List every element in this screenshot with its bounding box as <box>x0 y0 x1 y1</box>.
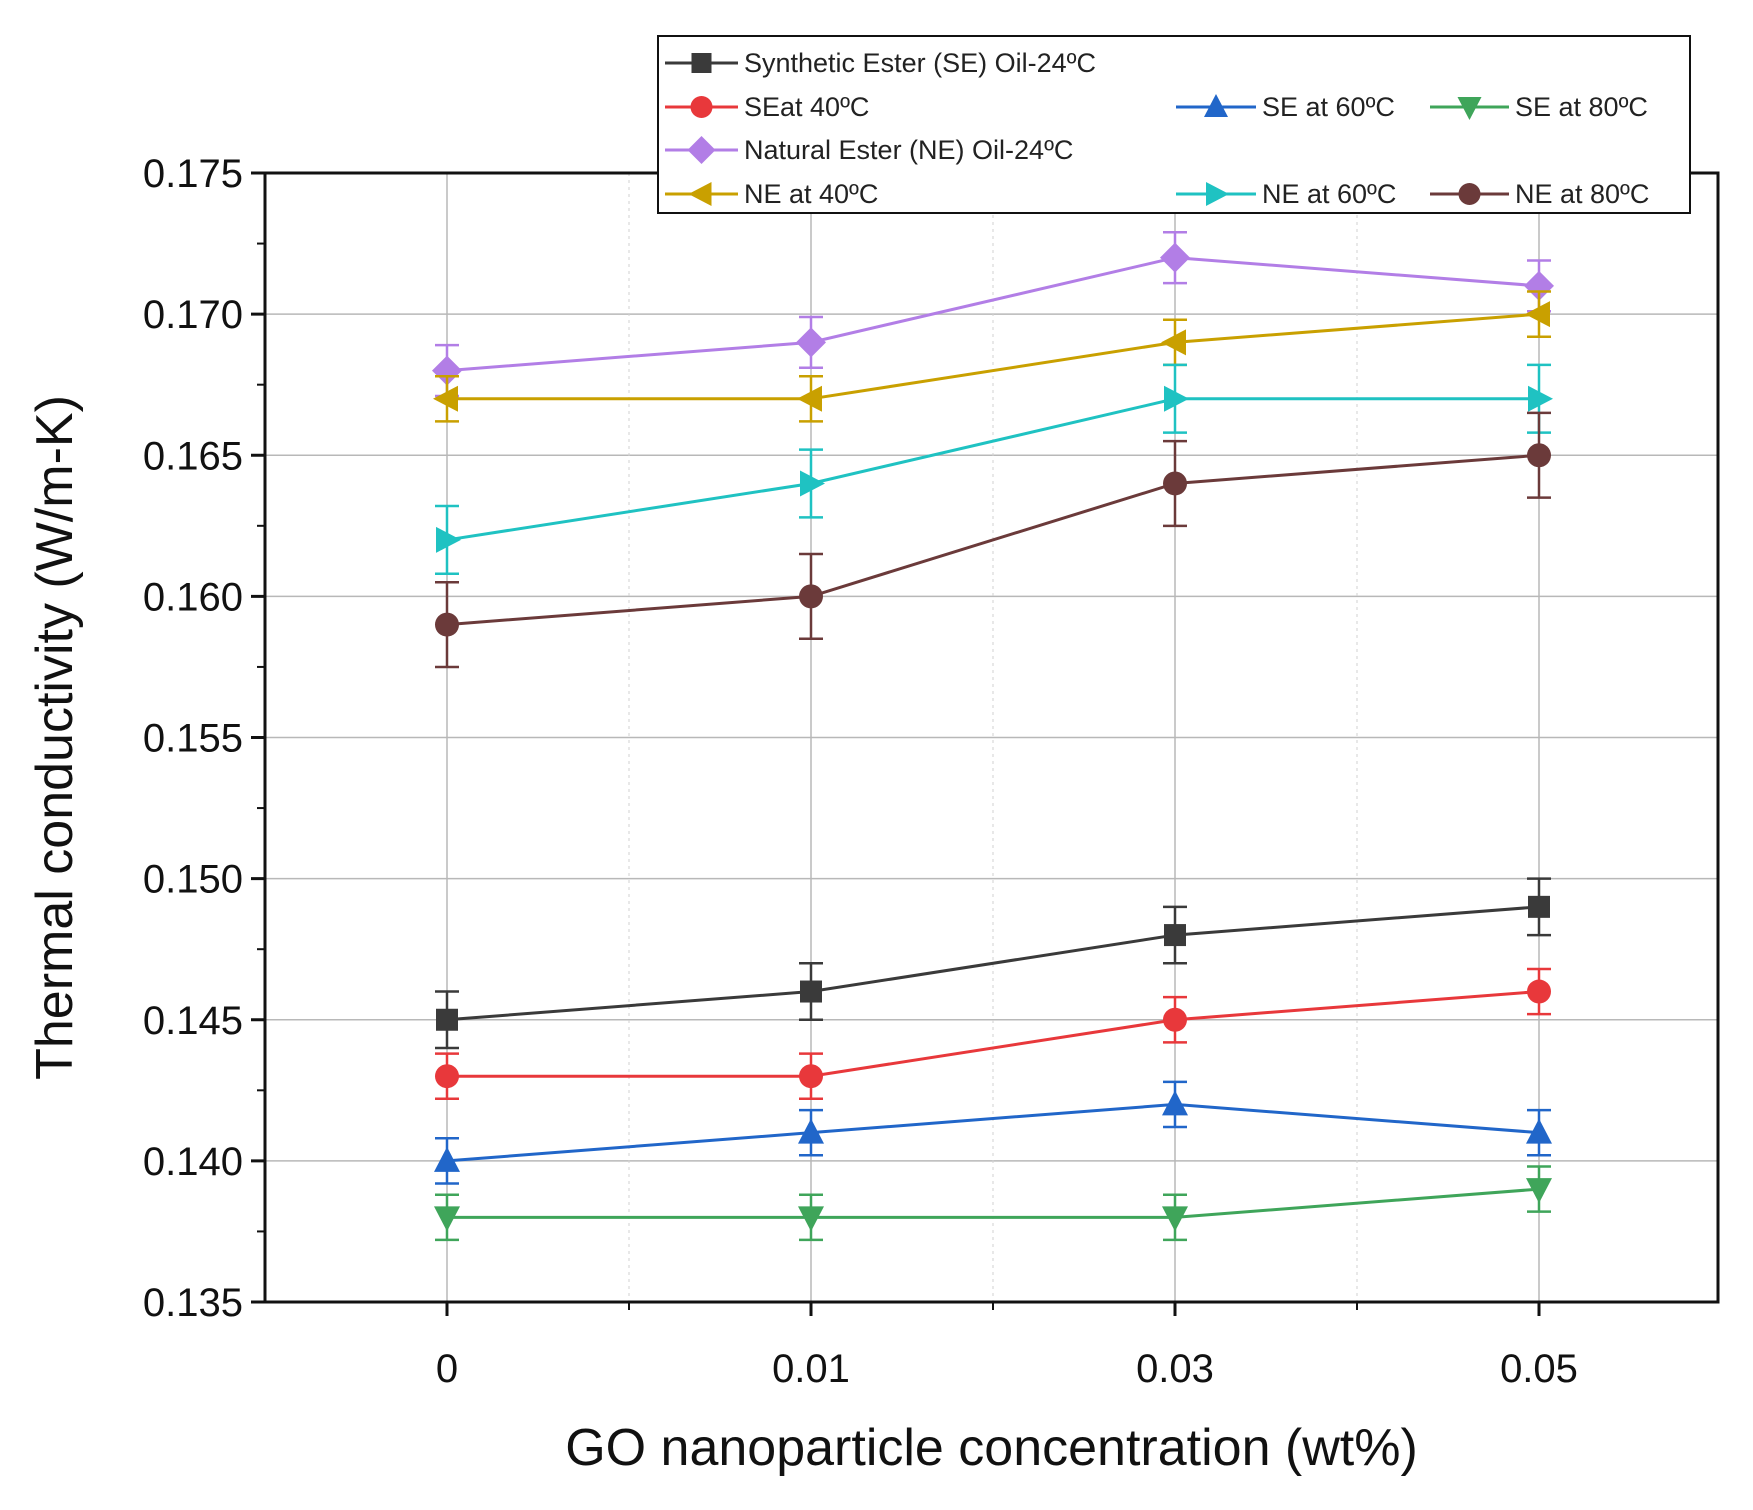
marker-diamond <box>1524 270 1554 301</box>
series-1 <box>435 967 1551 1101</box>
marker-circle <box>435 612 459 637</box>
marker-circle <box>1527 979 1551 1004</box>
legend-item-1: SEat 40ºC <box>665 92 869 122</box>
y-tick-label: 0.140 <box>143 1140 243 1184</box>
series-0 <box>435 877 1551 1050</box>
legend-box <box>657 35 1691 214</box>
legend-item-6: NE at 60ºC <box>1176 179 1396 209</box>
legend-label: Synthetic Ester (SE) Oil-24ºC <box>744 48 1096 78</box>
marker-diamond <box>796 327 826 358</box>
marker-triangle-up <box>1162 1090 1188 1116</box>
x-tick-label: 0.03 <box>1136 1347 1214 1391</box>
y-tick-label: 0.150 <box>143 858 243 902</box>
marker-circle <box>435 1064 459 1089</box>
legend-label: SEat 40ºC <box>744 92 869 122</box>
legend-item-7: NE at 80ºC <box>1430 179 1649 209</box>
x-tick-label: 0 <box>436 1347 458 1391</box>
legend-label: SE at 60ºC <box>1262 92 1395 122</box>
legend-label: Natural Ester (NE) Oil-24ºC <box>744 135 1073 165</box>
y-tick-label: 0.135 <box>143 1281 243 1325</box>
y-tick-label: 0.175 <box>143 152 243 196</box>
marker-triangle-right <box>1164 385 1189 412</box>
marker-square <box>1528 895 1550 918</box>
marker-square <box>1164 924 1186 947</box>
series-7 <box>435 411 1551 669</box>
grid <box>265 173 1718 1302</box>
legend: Synthetic Ester (SE) Oil-24ºC SEat 40ºC SE… <box>657 35 1691 214</box>
marker-circle <box>1458 183 1481 205</box>
marker-diamond <box>687 136 716 164</box>
marker-triangle-left <box>1161 329 1186 356</box>
marker-triangle-left <box>688 182 712 206</box>
x-axis-title: GO nanoparticle concentration (wt%) <box>565 1419 1418 1477</box>
marker-triangle-right <box>800 470 825 497</box>
series-line <box>446 397 1539 542</box>
marker-triangle-right <box>1206 182 1229 206</box>
legend-label: NE at 60ºC <box>1262 179 1396 209</box>
series-3 <box>434 1165 1552 1242</box>
series-6 <box>435 363 1553 576</box>
y-tick-label: 0.160 <box>143 575 243 619</box>
series-2 <box>434 1080 1552 1185</box>
series-5 <box>433 290 1551 423</box>
legend-item-2: SE at 60ºC <box>1176 92 1395 122</box>
marker-square <box>800 980 822 1003</box>
marker-square <box>436 1008 458 1031</box>
y-axis-title: Thermal conductivity (W/m-K) <box>26 395 84 1080</box>
y-tick-label: 0.155 <box>143 717 243 761</box>
series-line <box>447 990 1540 1078</box>
marker-triangle-down <box>1457 97 1482 120</box>
legend-label: NE at 40ºC <box>744 179 878 209</box>
marker-diamond <box>1160 242 1190 273</box>
marker-triangle-left <box>1525 301 1550 328</box>
x-tick-label: 0.01 <box>772 1347 850 1391</box>
series-line <box>446 905 1540 1022</box>
marker-triangle-up <box>434 1146 460 1172</box>
series-line <box>446 256 1540 373</box>
marker-triangle-left <box>433 385 458 412</box>
marker-triangle-down <box>434 1206 460 1232</box>
marker-circle <box>1163 1007 1187 1032</box>
marker-triangle-down <box>1526 1178 1552 1204</box>
marker-square <box>691 53 712 73</box>
marker-triangle-down <box>798 1206 824 1232</box>
marker-triangle-right <box>436 526 461 553</box>
legend-item-3: SE at 80ºC <box>1430 92 1648 122</box>
y-tick-label: 0.145 <box>143 999 243 1043</box>
legend-label: SE at 80ºC <box>1515 92 1648 122</box>
series-line <box>446 453 1540 627</box>
legend-label: NE at 80ºC <box>1515 179 1649 209</box>
y-tick-label: 0.165 <box>143 434 243 478</box>
marker-triangle-up <box>798 1118 824 1144</box>
marker-circle <box>799 584 823 609</box>
marker-circle <box>1527 443 1551 468</box>
marker-circle <box>1163 471 1187 496</box>
marker-diamond <box>432 355 462 386</box>
legend-item-5: NE at 40ºC <box>665 179 878 209</box>
series-line <box>447 1187 1540 1219</box>
axes: 0.135 0.140 0.145 0.150 0.155 0.160 0.165 0.170… <box>143 152 1720 1391</box>
legend-item-4: Natural Ester (NE) Oil-24ºC <box>665 135 1073 165</box>
legend-item-0: Synthetic Ester (SE) Oil-24ºC <box>665 48 1096 78</box>
series-layer <box>432 231 1554 1242</box>
x-tick-label: 0.05 <box>1500 1347 1578 1391</box>
marker-triangle-right <box>1528 385 1553 412</box>
marker-circle <box>799 1064 823 1089</box>
marker-triangle-up <box>1204 94 1228 117</box>
series-line <box>447 312 1540 401</box>
marker-triangle-up <box>1526 1118 1552 1144</box>
series-line <box>446 1102 1540 1163</box>
marker-triangle-left <box>797 385 822 412</box>
marker-triangle-down <box>1162 1206 1188 1232</box>
marker-circle <box>690 96 713 118</box>
y-tick-label: 0.170 <box>143 293 243 337</box>
